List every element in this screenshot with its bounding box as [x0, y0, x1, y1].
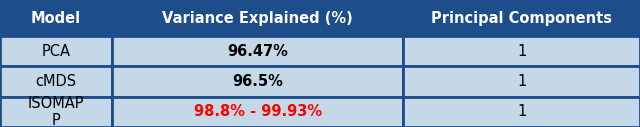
Bar: [112, 36, 403, 66]
Text: 96.5%: 96.5%: [232, 74, 283, 89]
Text: Principal Components: Principal Components: [431, 11, 612, 26]
Bar: [112, 0, 403, 36]
Text: 1: 1: [517, 104, 526, 119]
Text: 98.8% - 99.93%: 98.8% - 99.93%: [193, 104, 322, 119]
Bar: [403, 97, 640, 127]
Text: Model: Model: [31, 11, 81, 26]
Text: PCA: PCA: [42, 44, 70, 59]
Bar: [0, 66, 112, 97]
Text: 96.47%: 96.47%: [227, 44, 288, 59]
Text: Variance Explained (%): Variance Explained (%): [162, 11, 353, 26]
Bar: [403, 66, 640, 97]
Text: cMDS: cMDS: [35, 74, 77, 89]
Bar: [403, 36, 640, 66]
Text: 1: 1: [517, 74, 526, 89]
Bar: [403, 0, 640, 36]
Bar: [112, 97, 403, 127]
Bar: [112, 66, 403, 97]
Bar: [0, 0, 112, 36]
Text: 1: 1: [517, 44, 526, 59]
Bar: [0, 36, 112, 66]
Text: ISOMAP
P: ISOMAP P: [28, 96, 84, 127]
Bar: [0, 97, 112, 127]
